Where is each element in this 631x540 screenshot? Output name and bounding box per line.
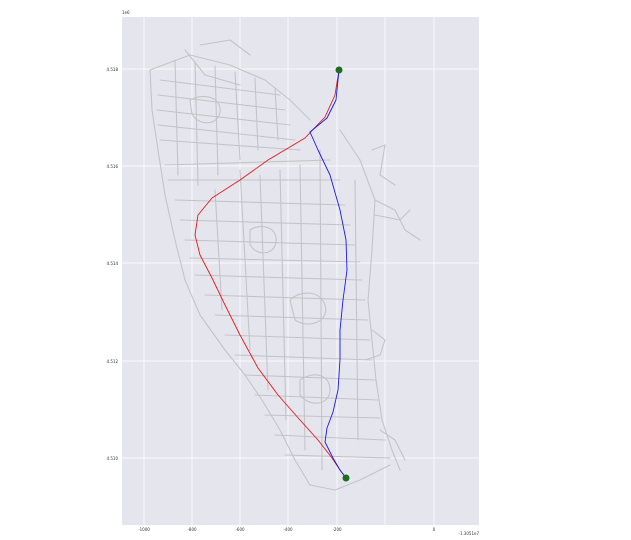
street-n-4 bbox=[157, 124, 296, 141]
plot-background bbox=[122, 17, 479, 525]
street-network bbox=[149, 39, 421, 491]
street-n-11 bbox=[274, 87, 279, 141]
street-m-14 bbox=[264, 414, 381, 419]
street-m-12 bbox=[244, 374, 376, 381]
street-outer-south bbox=[309, 464, 391, 491]
street-v-1 bbox=[239, 169, 251, 351]
street-v-7 bbox=[214, 189, 223, 311]
street-m-7 bbox=[194, 274, 363, 281]
x-tick-label: -1000 bbox=[138, 527, 150, 532]
street-outer-west bbox=[149, 69, 311, 486]
x-tick-label: -400 bbox=[283, 527, 293, 532]
street-v-5 bbox=[319, 149, 323, 471]
route-end-marker bbox=[342, 474, 350, 482]
street-m-6 bbox=[189, 257, 361, 263]
street-n-10 bbox=[254, 77, 259, 151]
street-n-2 bbox=[157, 94, 286, 111]
street-m-8 bbox=[204, 294, 366, 301]
y-tick-label: 4.518 bbox=[107, 67, 119, 72]
street-m-9 bbox=[214, 314, 369, 321]
street-loop-4 bbox=[189, 95, 221, 124]
x-tick-label: -200 bbox=[332, 527, 342, 532]
route-red bbox=[194, 69, 347, 479]
street-n-3 bbox=[156, 109, 291, 126]
street-loop-3 bbox=[249, 225, 277, 254]
street-m-15 bbox=[274, 434, 386, 441]
x-tick-label: 0 bbox=[433, 527, 436, 532]
street-e-1 bbox=[371, 144, 396, 186]
y-tick-label: 4.512 bbox=[107, 359, 119, 364]
street-e-3 bbox=[374, 209, 411, 221]
street-e-5 bbox=[379, 429, 406, 461]
routes bbox=[194, 69, 348, 479]
x-tick-label: -800 bbox=[187, 527, 197, 532]
street-n-6 bbox=[174, 59, 179, 176]
street-m-1 bbox=[164, 159, 331, 166]
y-tick-label: 4.514 bbox=[107, 261, 119, 266]
y-tick-label: 4.516 bbox=[107, 164, 119, 169]
street-v-4 bbox=[299, 164, 306, 451]
street-m-3 bbox=[174, 199, 346, 206]
street-loop-1 bbox=[289, 292, 327, 325]
street-n-9 bbox=[234, 71, 241, 161]
route-start-marker bbox=[335, 66, 343, 74]
street-m-5 bbox=[184, 239, 356, 246]
y-offset-label: 1e6 bbox=[122, 10, 130, 15]
x-offset-label: -1.3051e7 bbox=[459, 531, 480, 536]
y-tick-label: 4.510 bbox=[107, 456, 119, 461]
street-n-13 bbox=[184, 49, 241, 86]
route-blue bbox=[309, 69, 348, 479]
street-e-4 bbox=[364, 329, 386, 361]
street-outer-north bbox=[149, 54, 311, 121]
street-v-6 bbox=[354, 179, 359, 441]
street-v-3 bbox=[279, 169, 287, 421]
street-loop-2 bbox=[299, 374, 331, 404]
street-m-16 bbox=[284, 454, 391, 459]
street-m-4 bbox=[179, 219, 351, 226]
street-v-2 bbox=[259, 174, 269, 391]
street-n-5 bbox=[159, 139, 301, 151]
grid-lines bbox=[122, 17, 479, 525]
street-n-8 bbox=[214, 65, 219, 176]
street-n-12 bbox=[199, 39, 251, 56]
x-tick-label: -600 bbox=[235, 527, 245, 532]
street-n-1 bbox=[159, 79, 281, 96]
